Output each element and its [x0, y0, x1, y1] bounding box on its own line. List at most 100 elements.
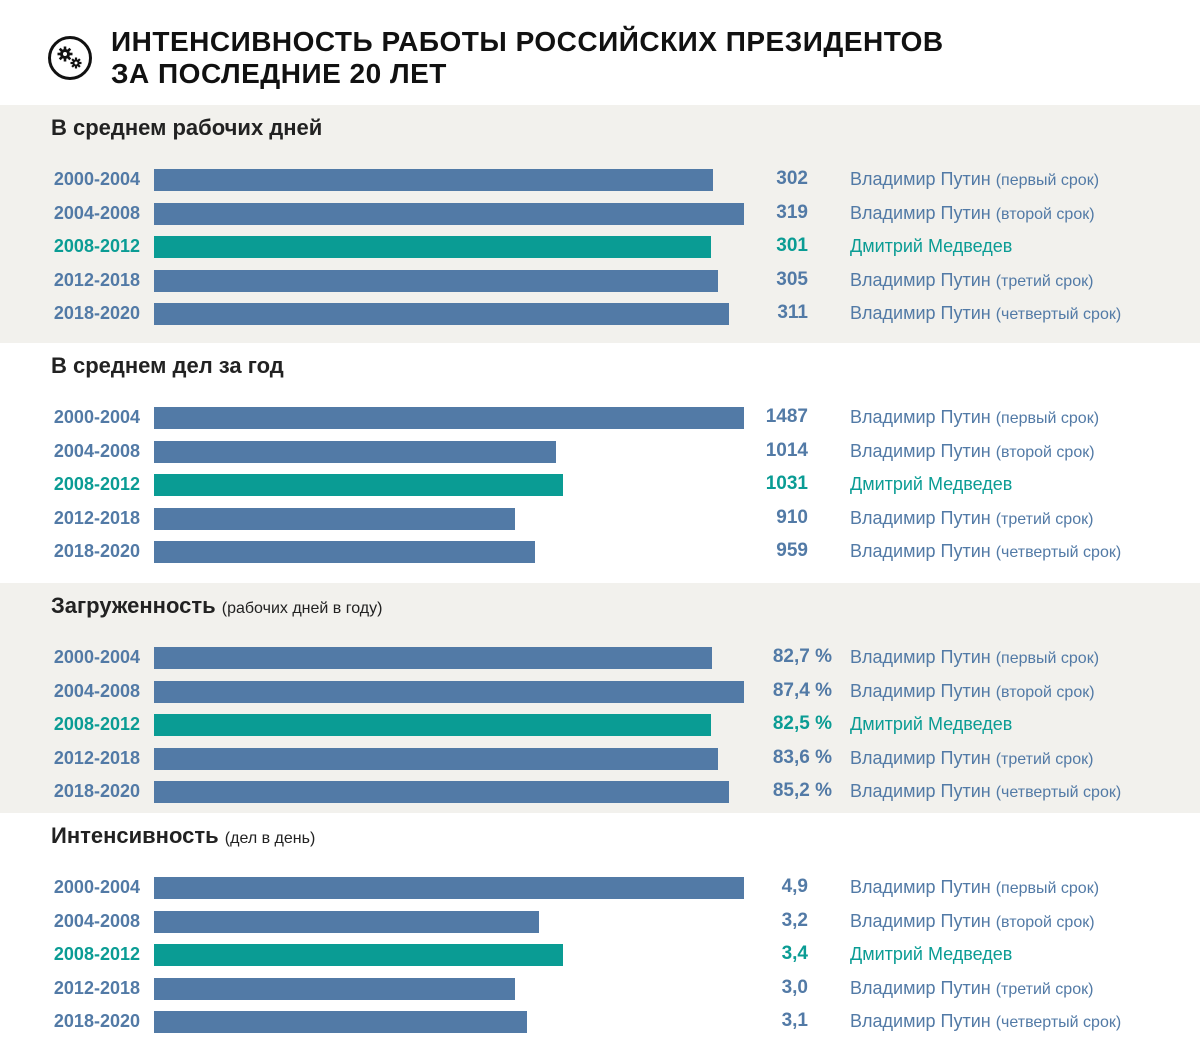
bar-mark: [154, 747, 719, 770]
value-label: 1014: [765, 439, 808, 461]
president-label: Владимир Путин (второй срок): [850, 441, 1095, 462]
category-label: 2008-2012: [53, 714, 140, 734]
term-label: (третий срок): [995, 510, 1094, 528]
chart-section-1: В среднем рабочих дней 2000-2004 302 Владим…: [0, 105, 1200, 343]
bar-mark: [154, 781, 730, 803]
category-label: 2008-2012: [53, 474, 140, 494]
president-label: Дмитрий Медведев: [850, 236, 1012, 257]
section-title: Загруженность (рабочих дней в году): [51, 593, 382, 619]
value-label: 1487: [765, 406, 808, 427]
value-label: 3,0: [781, 976, 808, 998]
president-label: Дмитрий Медведев: [850, 944, 1012, 965]
bar-mark: [154, 944, 564, 966]
president-name: Владимир Путин: [850, 269, 991, 290]
bar-row: 2018-2020 311 Владимир Путин (четвертый ср…: [0, 302, 1200, 326]
value-label: 1031: [765, 473, 808, 494]
category-label: 2000-2004: [53, 407, 140, 427]
president-label: Владимир Путин (первый срок): [850, 407, 1099, 428]
value-label: 305: [776, 268, 808, 290]
term-label: (второй срок): [995, 205, 1095, 223]
value-label: 959: [776, 540, 808, 561]
value-label: 4,9: [781, 876, 808, 897]
bar-row: 2018-2020 959 Владимир Путин (четвертый ср…: [0, 540, 1200, 564]
bar-row: 2000-2004 302 Владимир Путин (первый срок): [0, 168, 1200, 192]
section-title: В среднем дел за год: [51, 353, 284, 379]
president-name: Владимир Путин: [850, 877, 991, 897]
value-label: 301: [776, 235, 808, 256]
term-label: (третий срок): [995, 750, 1094, 768]
president-name: Владимир Путин: [850, 202, 991, 223]
bar-mark: [154, 169, 713, 191]
bar-mark: [154, 507, 516, 530]
president-name: Дмитрий Медведев: [850, 474, 1013, 494]
category-label: 2004-2008: [53, 440, 140, 461]
bar-row: 2018-2020 3,1 Владимир Путин (четвертый ср…: [0, 1010, 1200, 1034]
president-label: Владимир Путин (третий срок): [850, 270, 1093, 291]
section-subtitle: (рабочих дней в году): [221, 600, 383, 617]
term-label: (третий срок): [995, 272, 1094, 290]
header: ИНТЕНСИВНОСТЬ РАБОТЫ РОССИЙСКИХ ПРЕЗИДЕН…: [0, 0, 1200, 105]
president-label: Владимир Путин (первый срок): [850, 169, 1099, 190]
value-label: 910: [776, 506, 808, 528]
term-label: (четвертый срок): [995, 784, 1122, 801]
president-name: Владимир Путин: [850, 440, 991, 461]
section-subtitle: (дел в день): [224, 830, 316, 847]
bar-row: 2008-2012 82,5 % Дмитрий Медведев: [0, 713, 1200, 737]
bar-mark: [154, 680, 744, 703]
president-name: Владимир Путин: [850, 1011, 991, 1031]
term-label: (первый срок): [995, 410, 1100, 427]
value-label: 3,2: [781, 909, 808, 931]
president-label: Дмитрий Медведев: [850, 714, 1012, 735]
section-title-text: Загруженность: [51, 593, 216, 618]
chart-section-4: Интенсивность (дел в день) 2000-2004 4,9 Вл…: [0, 813, 1200, 1052]
value-label: 311: [777, 302, 808, 323]
bar-row: 2008-2012 1031 Дмитрий Медведев: [0, 473, 1200, 497]
bar-mark: [154, 202, 744, 225]
bar-row: 2000-2004 1487 Владимир Путин (первый срок…: [0, 406, 1200, 430]
bar-mark: [154, 303, 730, 325]
bar-row: 2004-2008 319 Владимир Путин (второй срок): [0, 202, 1200, 226]
term-label: (второй срок): [995, 443, 1095, 461]
value-label: 82,7 %: [772, 646, 832, 667]
bar-row: 2008-2012 3,4 Дмитрий Медведев: [0, 943, 1200, 967]
term-label: (первый срок): [995, 880, 1100, 897]
bar-mark: [154, 474, 564, 496]
bar-row: 2012-2018 3,0 Владимир Путин (третий срок): [0, 977, 1200, 1001]
category-label: 2012-2018: [53, 269, 140, 290]
chart-section-2: В среднем дел за год 2000-2004 1487 Владими…: [0, 343, 1200, 583]
president-label: Владимир Путин (второй срок): [850, 681, 1095, 702]
bar-mark: [154, 714, 711, 736]
bar-row: 2000-2004 82,7 % Владимир Путин (первый ср…: [0, 646, 1200, 670]
president-label: Владимир Путин (второй срок): [850, 911, 1095, 932]
term-label: (первый срок): [995, 172, 1100, 189]
president-name: Владимир Путин: [850, 647, 991, 667]
category-label: 2012-2018: [53, 507, 140, 528]
president-name: Владимир Путин: [850, 303, 991, 323]
bar-mark: [154, 269, 719, 292]
president-label: Владимир Путин (третий срок): [850, 978, 1093, 999]
president-name: Владимир Путин: [850, 541, 991, 561]
bar-mark: [154, 647, 713, 669]
president-name: Дмитрий Медведев: [850, 236, 1013, 256]
president-name: Владимир Путин: [850, 169, 991, 189]
chart-section-3: Загруженность (рабочих дней в году) 2000-…: [0, 583, 1200, 813]
bar-row: 2004-2008 87,4 % Владимир Путин (второй ср…: [0, 680, 1200, 704]
value-label: 3,4: [781, 943, 808, 964]
president-label: Владимир Путин (третий срок): [850, 508, 1093, 529]
value-label: 3,1: [781, 1010, 808, 1031]
bar-row: 2012-2018 83,6 % Владимир Путин (третий ср…: [0, 747, 1200, 771]
page-title: ИНТЕНСИВНОСТЬ РАБОТЫ РОССИЙСКИХ ПРЕЗИДЕН…: [111, 26, 944, 90]
section-title-text: В среднем дел за год: [51, 353, 284, 378]
bar-mark: [154, 977, 516, 1000]
category-label: 2018-2020: [53, 303, 140, 323]
bar-mark: [154, 910, 540, 933]
category-label: 2004-2008: [53, 202, 140, 223]
category-label: 2012-2018: [53, 977, 140, 998]
bar-mark: [154, 541, 535, 563]
category-label: 2018-2020: [53, 781, 140, 801]
category-label: 2000-2004: [53, 169, 140, 189]
president-name: Дмитрий Медведев: [850, 714, 1013, 734]
category-label: 2004-2008: [53, 680, 140, 701]
category-label: 2018-2020: [53, 1011, 140, 1031]
title-line-2: ЗА ПОСЛЕДНИЕ 20 ЛЕТ: [111, 58, 447, 89]
